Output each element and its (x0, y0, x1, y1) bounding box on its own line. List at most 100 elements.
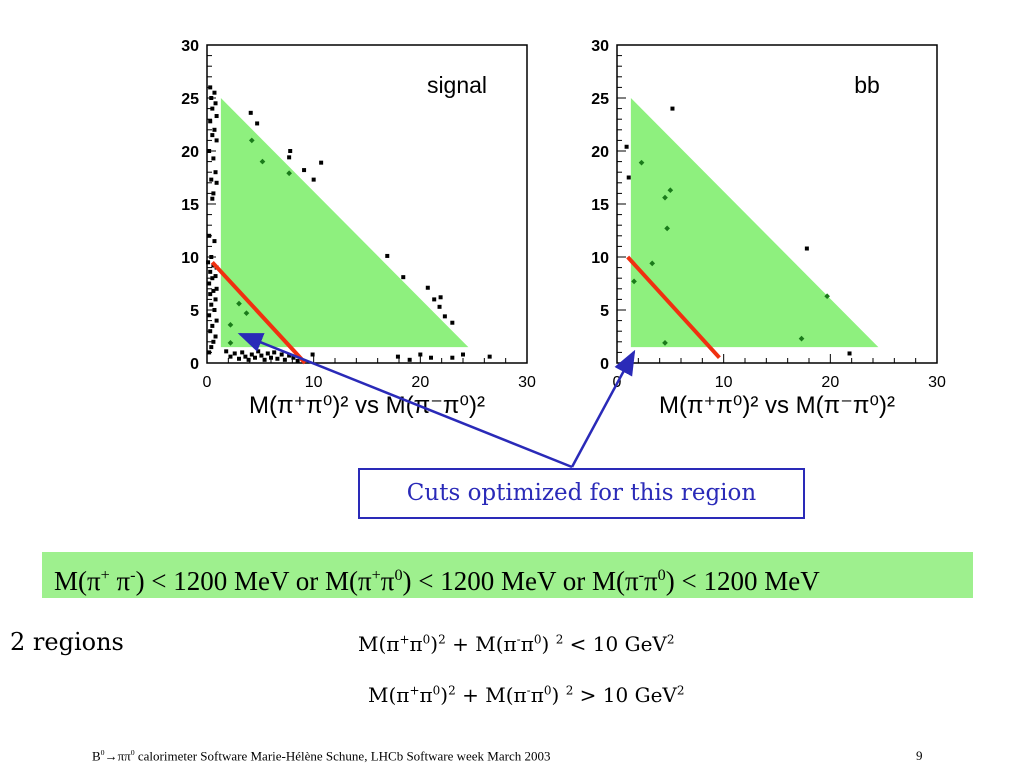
data-point (210, 276, 215, 281)
data-point (282, 357, 287, 362)
y-tick-label: 25 (591, 91, 609, 108)
eq-text: + M(π (445, 632, 517, 656)
data-point (255, 121, 260, 126)
y-tick-label: 15 (591, 197, 609, 214)
y-tick-label: 30 (591, 38, 609, 55)
x-tick-label: 30 (518, 374, 536, 391)
y-tick-label: 0 (600, 356, 609, 373)
x-axis-label: M(π⁺π⁰)² vs M(π⁻π⁰)² (249, 392, 485, 419)
data-point (288, 149, 293, 153)
data-point (311, 177, 316, 182)
y-tick-label: 20 (181, 144, 199, 161)
data-point (208, 329, 213, 334)
band-sup: + (371, 566, 381, 584)
y-tick-label: 10 (181, 250, 199, 267)
data-point (210, 133, 215, 138)
band-sup: - (638, 566, 645, 584)
footer-text: B (92, 748, 101, 764)
data-point (208, 269, 213, 274)
data-point (237, 356, 241, 361)
data-point (212, 239, 217, 244)
eq-sup: - (526, 683, 531, 698)
data-point (224, 349, 229, 354)
data-point (302, 168, 307, 173)
data-point (209, 255, 214, 259)
band-sup: 0 (657, 566, 666, 584)
region-equation-low: M(π+π0)2 + M(π-π0) 2 < 10 GeV2 (358, 632, 675, 656)
eq-text: π (520, 632, 534, 656)
y-tick-label: 5 (190, 303, 199, 320)
data-point (253, 355, 257, 360)
data-point (212, 127, 217, 132)
x-tick-label: 10 (715, 374, 733, 391)
eq-sup: 2 (438, 632, 446, 647)
data-point (259, 353, 264, 358)
regions-label: 2 regions (10, 628, 124, 656)
data-point (209, 345, 214, 350)
band-sup: 0 (394, 566, 403, 584)
data-point (213, 334, 218, 339)
data-point (213, 274, 218, 279)
eq-text: π (419, 683, 433, 707)
eq-sup: 2 (448, 683, 456, 698)
data-point (450, 320, 455, 325)
data-point (262, 357, 267, 362)
data-point (209, 302, 214, 307)
data-point-in-region (664, 225, 670, 232)
band-sup: - (130, 566, 136, 584)
eq-sup: - (516, 632, 521, 647)
data-point (214, 318, 219, 323)
y-tick-label: 10 (591, 250, 609, 267)
x-tick-label: 0 (203, 374, 212, 391)
optimized-region (220, 98, 469, 348)
data-point (295, 358, 300, 363)
eq-text: π (409, 632, 423, 656)
plot-title: bb (854, 72, 880, 98)
eq-text: ) (541, 632, 556, 656)
bb-scatter-plot: 0 5 10 15 20 25 30 0 10 20 30 bb M(π⁺π⁰)² vs M(π⁻π⁰)… (591, 38, 946, 419)
eq-text: M(π (358, 632, 400, 656)
data-point (248, 110, 253, 115)
eq-sup: 0 (543, 683, 552, 698)
data-point (212, 308, 217, 312)
eq-sup: 0 (533, 632, 542, 647)
data-point (624, 144, 629, 149)
data-point (211, 288, 216, 293)
footer-sup: 0 (130, 748, 135, 757)
data-point (210, 196, 215, 201)
eq-text: ) (551, 683, 566, 707)
x-tick-label: 20 (411, 374, 429, 391)
slide-footer: B0→ππ0 calorimeter Software Marie-Hélène… (92, 748, 550, 764)
data-point-in-region (227, 340, 234, 346)
y-tick-label: 30 (181, 38, 199, 55)
data-point (210, 323, 215, 328)
data-point (212, 90, 217, 95)
data-point (425, 285, 430, 290)
data-point-in-region (662, 194, 668, 201)
data-point (279, 352, 284, 357)
y-tick-label: 0 (190, 356, 199, 373)
data-point-in-region (236, 300, 242, 307)
band-text: π (380, 566, 395, 596)
data-point (228, 354, 233, 359)
data-point (429, 355, 433, 360)
eq-sup: + (399, 632, 410, 647)
data-point (213, 101, 218, 106)
eq-text: π (530, 683, 544, 707)
data-point (213, 297, 218, 302)
band-sup: + (100, 566, 110, 584)
data-point (272, 350, 277, 355)
data-point (310, 352, 315, 357)
band-text: π (644, 566, 658, 596)
data-point (265, 351, 270, 356)
data-point-in-region (248, 137, 255, 144)
mass-cut-band: M(π+ π-) < 1200 MeV or M(π+π0) < 1200 Me… (42, 552, 973, 598)
eq-sup: 2 (565, 683, 574, 698)
data-point (214, 180, 219, 185)
data-point (208, 85, 213, 90)
data-point (208, 119, 213, 124)
data-point (207, 233, 212, 238)
eq-text: > 10 GeV (573, 683, 677, 707)
eq-sup: 2 (555, 632, 564, 647)
footer-sup: 0 (100, 748, 105, 757)
